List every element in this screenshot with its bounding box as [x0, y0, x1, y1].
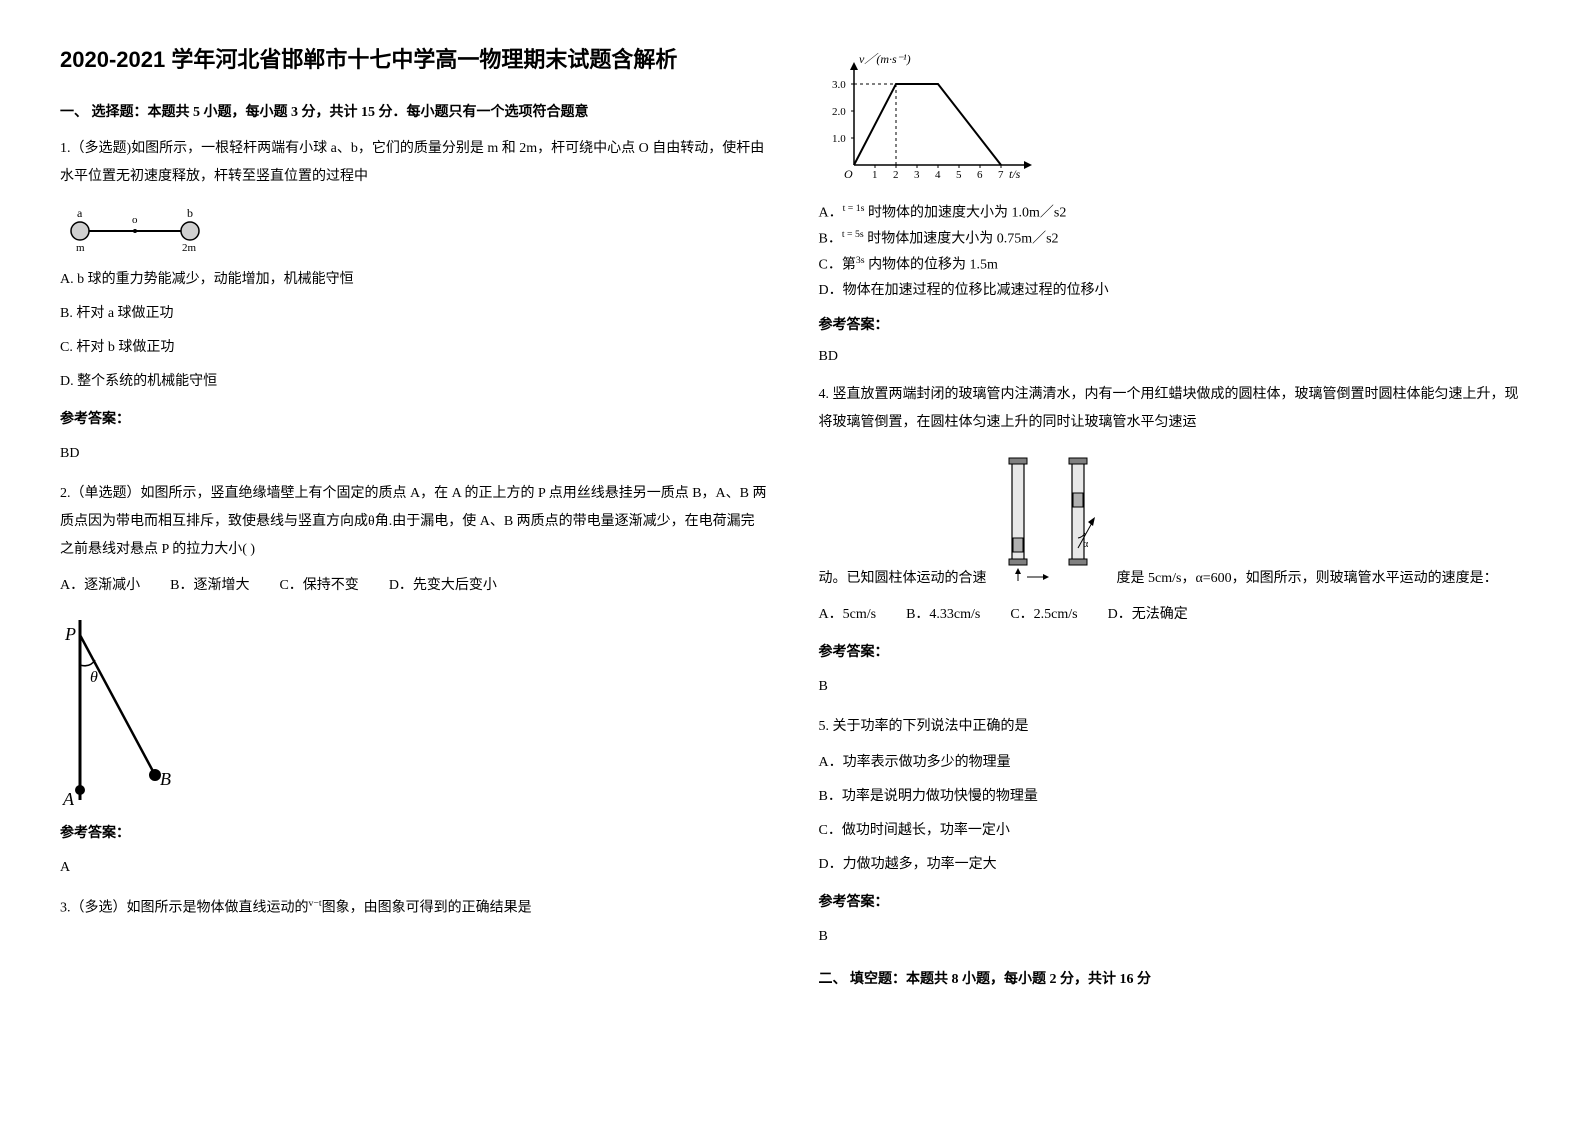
svg-text:1: 1: [872, 169, 878, 181]
q1-opt-b: B. 杆对 a 球做正功: [60, 300, 769, 328]
svg-text:1.0: 1.0: [832, 133, 846, 145]
q2-label-theta: θ: [90, 669, 98, 686]
question-1: 1.（多选题)如图所示，一根轻杆两端有小球 a、b，它们的质量分别是 m 和 2…: [60, 135, 769, 468]
q1-label-2m: 2m: [182, 242, 197, 254]
svg-text:3.0: 3.0: [832, 79, 846, 91]
svg-text:α: α: [1083, 539, 1089, 550]
q1-opt-d: D. 整个系统的机械能守恒: [60, 368, 769, 396]
svg-text:6: 6: [977, 169, 983, 181]
q3-opt-c: C．第3s 内物体的位移为 1.5m: [819, 252, 1528, 278]
q5-answer-label: 参考答案：: [819, 889, 1528, 917]
q5-options: A．功率表示做功多少的物理量 B．功率是说明力做功快慢的物理量 C．做功时间越长…: [819, 749, 1528, 879]
q5-opt-c: C．做功时间越长，功率一定小: [819, 817, 1528, 845]
q4-answer: B: [819, 673, 1528, 701]
q2-answer: A: [60, 854, 769, 882]
q2-options: A．逐渐减小 B．逐渐增大 C．保持不变 D．先变大后变小: [60, 572, 769, 600]
q1-options: A. b 球的重力势能减少，动能增加，机械能守恒 B. 杆对 a 球做正功 C.…: [60, 266, 769, 396]
page-title: 2020-2021 学年河北省邯郸市十七中学高一物理期末试题含解析: [60, 40, 769, 80]
q1-stem: 1.（多选题)如图所示，一根轻杆两端有小球 a、b，它们的质量分别是 m 和 2…: [60, 135, 769, 191]
svg-text:2: 2: [893, 169, 899, 181]
q4-figure: α: [997, 453, 1107, 583]
q1-label-m: m: [76, 242, 85, 254]
q2-figure: P θ A B: [60, 610, 769, 810]
q2-answer-label: 参考答案：: [60, 820, 769, 848]
left-column: 2020-2021 学年河北省邯郸市十七中学高一物理期末试题含解析 一、 选择题…: [60, 40, 769, 1002]
q3-stem: 3.（多选）如图所示是物体做直线运动的v−t图象，由图象可得到的正确结果是: [60, 894, 769, 923]
q2-label-a: A: [62, 789, 75, 809]
question-3-stem: 3.（多选）如图所示是物体做直线运动的v−t图象，由图象可得到的正确结果是: [60, 894, 769, 923]
q4-answer-label: 参考答案：: [819, 639, 1528, 667]
q2-stem: 2.（单选题）如图所示，竖直绝缘墙壁上有个固定的质点 A，在 A 的正上方的 P…: [60, 480, 769, 564]
svg-text:2.0: 2.0: [832, 106, 846, 118]
q3-opt-b: B．t = 5s 时物体加速度大小为 0.75m／s2: [819, 226, 1528, 252]
q3-ylabel: v／(m·s⁻¹): [859, 52, 911, 66]
q2-opt-a: A．逐渐减小: [60, 572, 140, 600]
q5-stem: 5. 关于功率的下列说法中正确的是: [819, 713, 1528, 741]
q1-label-b: b: [187, 206, 193, 220]
right-column: v／(m·s⁻¹) 1.0 2.0 3.0 O 1 2 3 4 5 6 7 t/…: [819, 40, 1528, 1002]
q2-opt-c: C．保持不变: [279, 572, 358, 600]
q3-opt-d: D．物体在加速过程的位移比减速过程的位移小: [819, 278, 1528, 303]
q1-opt-c: C. 杆对 b 球做正功: [60, 334, 769, 362]
q3-answer-label: 参考答案：: [819, 313, 1528, 338]
q1-figure: a b o m 2m: [60, 201, 769, 256]
q5-opt-b: B．功率是说明力做功快慢的物理量: [819, 783, 1528, 811]
q5-opt-a: A．功率表示做功多少的物理量: [819, 749, 1528, 777]
q3-opt-a: A．t = 1s 时物体的加速度大小为 1.0m／s2: [819, 200, 1528, 226]
q5-answer: B: [819, 923, 1528, 951]
question-2: 2.（单选题）如图所示，竖直绝缘墙壁上有个固定的质点 A，在 A 的正上方的 P…: [60, 480, 769, 882]
q3-xlabel: t/s: [1009, 167, 1021, 181]
svg-text:4: 4: [935, 169, 941, 181]
q3-answer: BD: [819, 344, 1528, 369]
q4-opt-b: B．4.33cm/s: [906, 601, 980, 629]
question-5: 5. 关于功率的下列说法中正确的是 A．功率表示做功多少的物理量 B．功率是说明…: [819, 713, 1528, 951]
q2-opt-b: B．逐渐增大: [170, 572, 249, 600]
q1-label-a: a: [77, 206, 83, 220]
svg-text:7: 7: [998, 169, 1004, 181]
q3-figure: v／(m·s⁻¹) 1.0 2.0 3.0 O 1 2 3 4 5 6 7 t/…: [819, 50, 1528, 190]
q4-mid-a: 动。已知圆柱体运动的合速: [819, 565, 987, 593]
q4-stem: 4. 竖直放置两端封闭的玻璃管内注满清水，内有一个用红蜡块做成的圆柱体，玻璃管倒…: [819, 381, 1528, 437]
svg-text:O: O: [844, 167, 853, 181]
q4-opt-c: C．2.5cm/s: [1010, 601, 1077, 629]
q1-answer: BD: [60, 440, 769, 468]
svg-text:3: 3: [914, 169, 920, 181]
q1-label-o: o: [132, 214, 138, 226]
q2-label-b: B: [160, 769, 171, 789]
q2-opt-d: D．先变大后变小: [389, 572, 497, 600]
q4-opt-a: A．5cm/s: [819, 601, 877, 629]
question-4: 4. 竖直放置两端封闭的玻璃管内注满清水，内有一个用红蜡块做成的圆柱体，玻璃管倒…: [819, 381, 1528, 701]
q4-mid-b: 度是 5cm/s，α=600，如图所示，则玻璃管水平运动的速度是：: [1117, 565, 1498, 593]
q2-label-p: P: [64, 624, 76, 644]
q3-options: A．t = 1s 时物体的加速度大小为 1.0m／s2 B．t = 5s 时物体…: [819, 200, 1528, 303]
q1-answer-label: 参考答案：: [60, 406, 769, 434]
section2-header: 二、 填空题：本题共 8 小题，每小题 2 分，共计 16 分: [819, 967, 1528, 992]
svg-text:5: 5: [956, 169, 962, 181]
section1-header: 一、 选择题：本题共 5 小题，每小题 3 分，共计 15 分．每小题只有一个选…: [60, 100, 769, 125]
q4-options: A．5cm/s B．4.33cm/s C．2.5cm/s D．无法确定: [819, 601, 1528, 629]
q4-opt-d: D．无法确定: [1108, 601, 1188, 629]
q5-opt-d: D．力做功越多，功率一定大: [819, 851, 1528, 879]
q1-opt-a: A. b 球的重力势能减少，动能增加，机械能守恒: [60, 266, 769, 294]
